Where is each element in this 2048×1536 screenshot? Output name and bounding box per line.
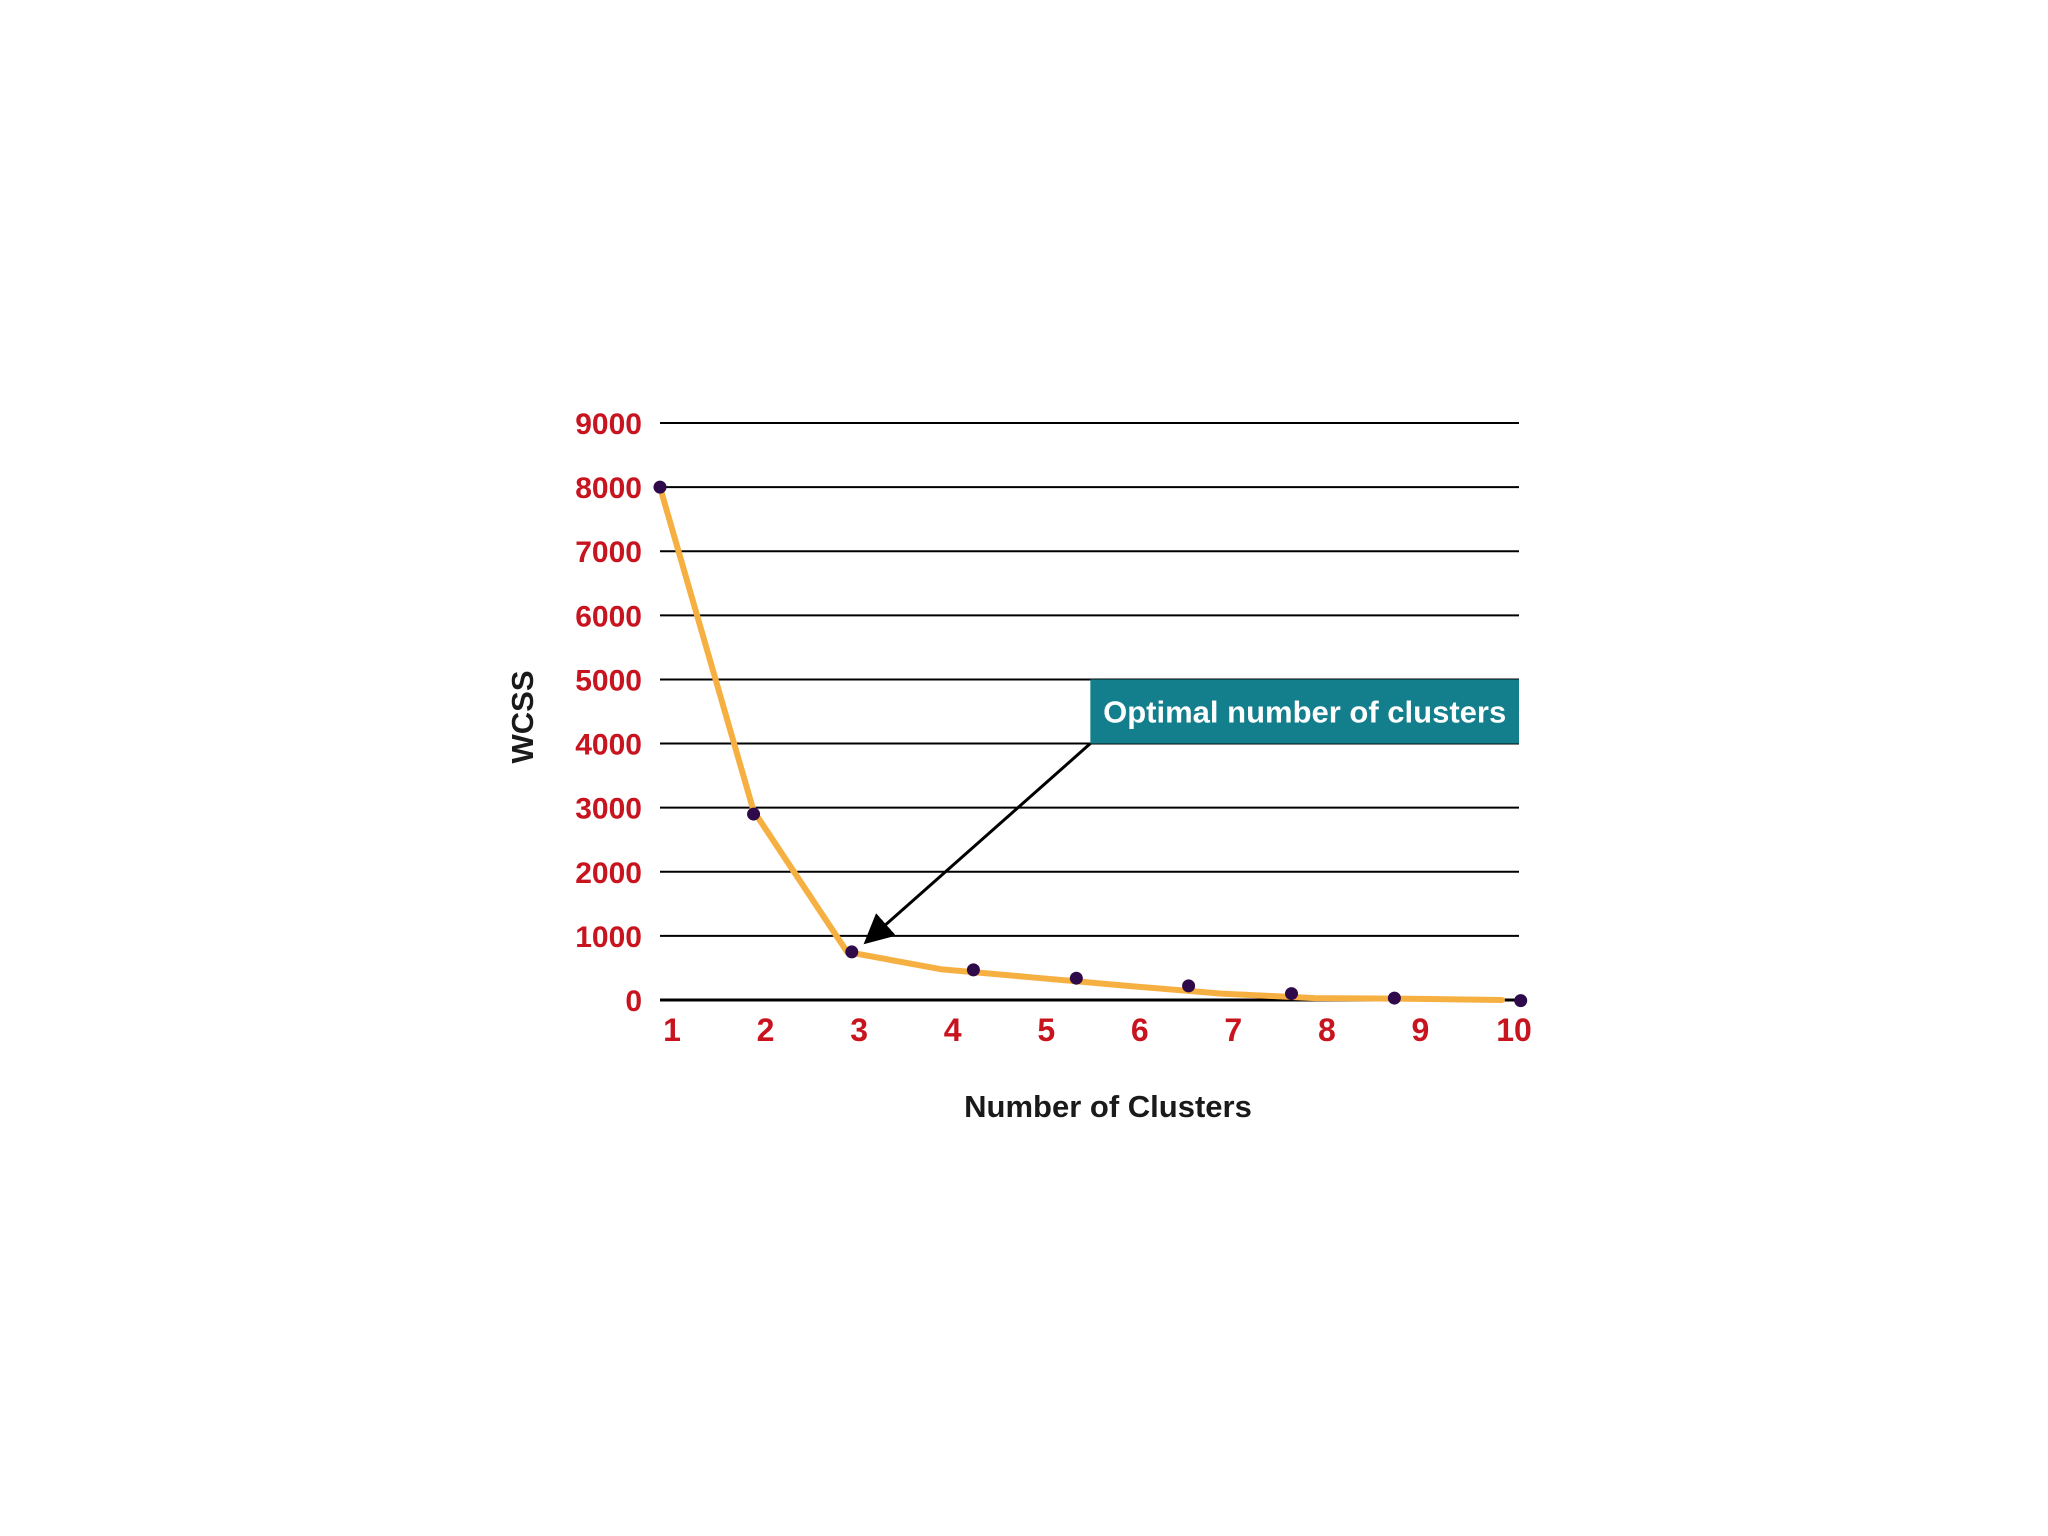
- y-tick-label: 9000: [575, 408, 642, 441]
- x-tick-label: 10: [1496, 1012, 1532, 1048]
- data-point: [1069, 971, 1083, 985]
- x-tick-labels: 1 2 3 4 5 6 7 8 9 10: [663, 1012, 1532, 1048]
- x-tick-label: 3: [850, 1012, 868, 1048]
- data-point: [1514, 994, 1528, 1008]
- annotation-layer: Optimal number of clusters: [863, 679, 1519, 945]
- y-tick-label: 2000: [575, 857, 642, 890]
- data-point: [1182, 979, 1196, 993]
- y-tick-label: 3000: [575, 793, 642, 826]
- callout-arrow: [863, 742, 1092, 945]
- y-tick-labels: 0 1000 2000 3000 4000 5000 6000 7000 8000 9000: [575, 408, 642, 1018]
- x-tick-label: 2: [757, 1012, 775, 1048]
- data-point: [1387, 991, 1401, 1005]
- data-point: [966, 963, 980, 977]
- x-tick-label: 6: [1131, 1012, 1149, 1048]
- callout-box: [1090, 679, 1519, 744]
- x-axis-title: Number of Clusters: [964, 1089, 1252, 1124]
- series-markers: [653, 480, 1528, 1008]
- data-point: [1285, 987, 1298, 1001]
- x-tick-label: 1: [663, 1012, 681, 1048]
- data-point: [747, 807, 761, 821]
- x-tick-label: 7: [1224, 1012, 1242, 1048]
- x-tick-label: 4: [944, 1012, 962, 1048]
- y-tick-label: 1000: [575, 921, 642, 954]
- y-tick-label: 0: [625, 985, 642, 1018]
- y-tick-label: 6000: [575, 600, 642, 633]
- x-tick-label: 9: [1412, 1012, 1430, 1048]
- y-tick-label: 7000: [575, 536, 642, 569]
- y-tick-label: 5000: [575, 664, 642, 697]
- y-axis-title: WCSS: [505, 671, 540, 764]
- data-point: [653, 480, 667, 494]
- y-tick-label: 4000: [575, 729, 642, 762]
- y-tick-label: 8000: [575, 472, 642, 505]
- data-point: [845, 945, 859, 959]
- x-tick-label: 5: [1037, 1012, 1055, 1048]
- callout-text: Optimal number of clusters: [1103, 695, 1506, 730]
- x-tick-label: 8: [1318, 1012, 1336, 1048]
